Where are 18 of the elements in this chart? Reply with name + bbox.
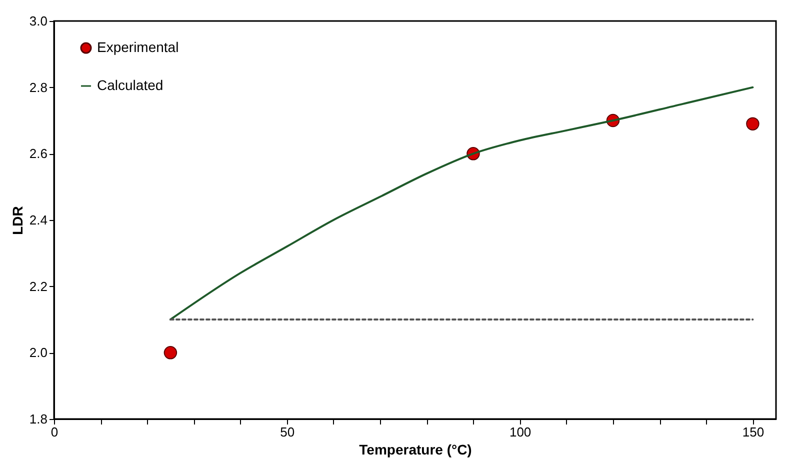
x-tick-label: 0 bbox=[50, 424, 58, 440]
legend-label: Experimental bbox=[97, 39, 179, 55]
x-tick-label: 150 bbox=[742, 424, 764, 440]
x-tick-label: 100 bbox=[509, 424, 532, 440]
point bbox=[746, 117, 760, 130]
y-tick-label: 3.0 bbox=[29, 14, 48, 28]
point bbox=[164, 346, 178, 360]
y-tick-label: 2.8 bbox=[29, 80, 48, 95]
x-tick-label: 50 bbox=[280, 424, 295, 440]
line-series bbox=[169, 86, 754, 320]
legend-label: Calculated bbox=[97, 77, 164, 93]
y-axis-title: LDR bbox=[9, 206, 26, 235]
y-tick-label: 2.6 bbox=[29, 146, 48, 162]
y-tick-label: 1.8 bbox=[29, 412, 48, 426]
y-tick-label: 2.2 bbox=[29, 278, 48, 294]
x-axis-title: Temperature (°C) bbox=[359, 442, 472, 458]
y-tick-label: 2.0 bbox=[29, 345, 48, 360]
y-tick-label: 2.4 bbox=[29, 212, 48, 228]
